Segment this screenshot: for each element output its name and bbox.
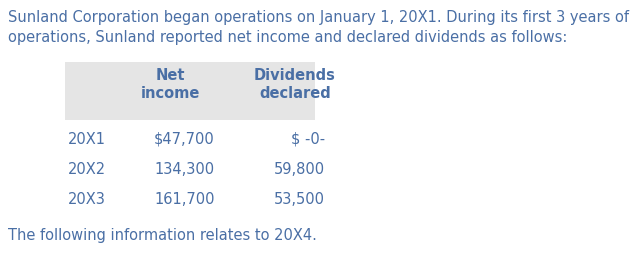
Text: 134,300: 134,300 xyxy=(155,162,215,177)
Text: 53,500: 53,500 xyxy=(274,192,325,207)
Text: $47,700: $47,700 xyxy=(155,132,215,147)
Text: Dividends: Dividends xyxy=(254,68,336,83)
Text: $ -0-: $ -0- xyxy=(291,132,325,147)
Text: The following information relates to 20X4.: The following information relates to 20X… xyxy=(8,228,317,243)
Text: 59,800: 59,800 xyxy=(274,162,325,177)
Text: declared: declared xyxy=(259,86,331,101)
Text: 20X2: 20X2 xyxy=(68,162,106,177)
Text: operations, Sunland reported net income and declared dividends as follows:: operations, Sunland reported net income … xyxy=(8,30,567,45)
Text: 161,700: 161,700 xyxy=(155,192,215,207)
Text: Sunland Corporation began operations on January 1, 20X1. During its first 3 year: Sunland Corporation began operations on … xyxy=(8,10,629,25)
Text: Net: Net xyxy=(155,68,185,83)
Bar xyxy=(65,62,315,120)
Text: 20X1: 20X1 xyxy=(68,132,106,147)
Text: 20X3: 20X3 xyxy=(68,192,106,207)
Text: income: income xyxy=(140,86,200,101)
